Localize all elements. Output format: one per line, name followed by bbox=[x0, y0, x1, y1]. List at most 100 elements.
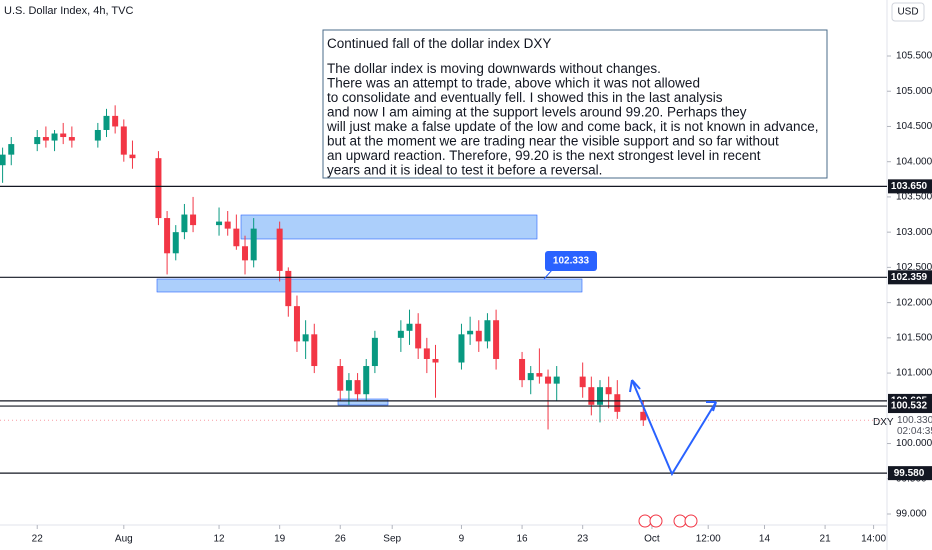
candle-body bbox=[467, 330, 474, 335]
x-tick-label: 16 bbox=[517, 534, 529, 545]
y-tick-label: 104.000 bbox=[896, 156, 932, 167]
candle-body bbox=[285, 270, 292, 307]
annotation-line: years and it is ideal to test it before … bbox=[327, 163, 602, 178]
event-icon bbox=[638, 514, 652, 528]
x-tick-label: 12 bbox=[213, 534, 225, 545]
candle-body bbox=[519, 358, 526, 381]
annotation-title: Continued fall of the dollar index DXY bbox=[327, 36, 551, 51]
candle-body bbox=[493, 320, 500, 359]
candle-body bbox=[536, 373, 543, 377]
candle-body bbox=[432, 358, 439, 363]
y-tick-label: 104.500 bbox=[896, 121, 932, 132]
candle-body bbox=[475, 330, 482, 342]
x-tick-label: 9 bbox=[459, 534, 465, 545]
level-label-box bbox=[888, 270, 932, 285]
candle-body bbox=[34, 137, 41, 145]
level-label-box bbox=[888, 466, 932, 481]
candle-body bbox=[423, 348, 430, 359]
candle-body bbox=[60, 133, 67, 138]
y-tick-label: 101.000 bbox=[896, 368, 932, 379]
candle-body bbox=[345, 380, 352, 391]
support-zone bbox=[156, 278, 583, 293]
candle-body bbox=[94, 129, 101, 141]
x-tick-label: Sep bbox=[383, 534, 401, 545]
x-tick-label: Aug bbox=[115, 534, 133, 545]
x-tick-label: 14 bbox=[759, 534, 771, 545]
level-label: 102.359 bbox=[891, 272, 928, 283]
y-tick-label: 105.000 bbox=[896, 86, 932, 97]
projection-arrow bbox=[631, 379, 717, 477]
y-tick-label: 102.500 bbox=[896, 262, 932, 273]
y-tick-label: 103.000 bbox=[896, 227, 932, 238]
last-price-label: 100.330 bbox=[897, 415, 932, 426]
annotation-line: but at the moment we are trading near th… bbox=[327, 134, 779, 149]
annotation-line: will just make a false update of the low… bbox=[326, 119, 819, 134]
candle-body bbox=[484, 320, 491, 342]
candle-body bbox=[155, 158, 162, 219]
x-tick-label: 19 bbox=[274, 534, 286, 545]
currency-box bbox=[891, 2, 925, 22]
candle-body bbox=[190, 214, 197, 226]
event-icon bbox=[649, 514, 663, 528]
chart-title: U.S. Dollar Index, 4h, TVC bbox=[4, 5, 133, 17]
candle-body bbox=[605, 387, 612, 395]
y-tick-label: 99.000 bbox=[896, 509, 927, 520]
y-tick-label: 100.000 bbox=[896, 438, 932, 449]
annotation-box bbox=[322, 29, 828, 179]
callout-pointer bbox=[543, 269, 553, 280]
x-tick-label: 21 bbox=[820, 534, 832, 545]
countdown-label: 02:04:35 bbox=[897, 426, 932, 437]
annotation-line: The dollar index is moving downwards wit… bbox=[327, 61, 661, 76]
event-icon bbox=[673, 514, 687, 528]
candle-body bbox=[545, 376, 552, 384]
candle-body bbox=[397, 330, 404, 338]
level-label: 100.532 bbox=[891, 401, 928, 412]
callout-label: 102.333 bbox=[553, 256, 590, 267]
candle-body bbox=[51, 133, 58, 141]
candle-body bbox=[363, 366, 370, 395]
callout-box bbox=[545, 251, 597, 271]
annotation-line: and now I am aiming at the support level… bbox=[327, 105, 747, 120]
candle-body bbox=[302, 334, 309, 342]
currency: USD bbox=[897, 7, 918, 18]
candle-body bbox=[553, 376, 560, 384]
candle-body bbox=[164, 218, 171, 254]
x-tick-label: 23 bbox=[577, 534, 589, 545]
candle-body bbox=[129, 154, 136, 159]
candle-body bbox=[354, 380, 361, 395]
candle-body bbox=[242, 246, 249, 261]
y-tick-label: 105.500 bbox=[896, 51, 932, 62]
candle-body bbox=[458, 334, 465, 363]
candle-body bbox=[68, 137, 75, 141]
x-tick-label: Oct bbox=[644, 534, 660, 545]
arrow-head bbox=[629, 379, 717, 412]
candle-body bbox=[120, 126, 127, 155]
candle-body bbox=[250, 228, 257, 261]
candle-body bbox=[640, 411, 647, 421]
candle-body bbox=[415, 323, 422, 349]
annotation-line: an upward reaction. Therefore, 99.20 is … bbox=[327, 148, 761, 163]
x-tick-label: 26 bbox=[335, 534, 347, 545]
candle-body bbox=[233, 228, 240, 247]
symbol-label: DXY bbox=[873, 417, 894, 428]
candle-body bbox=[112, 115, 119, 127]
candle-body bbox=[42, 137, 49, 141]
level-label-box bbox=[888, 399, 932, 414]
level-label-box bbox=[888, 179, 932, 194]
level-label: 99.580 bbox=[894, 468, 925, 479]
candle-body bbox=[337, 366, 344, 391]
annotation-line: There was an attempt to trade, above whi… bbox=[327, 76, 700, 91]
candle-body bbox=[216, 221, 223, 226]
candle-body bbox=[103, 115, 110, 130]
x-tick-label: 22 bbox=[32, 534, 44, 545]
candle-body bbox=[181, 214, 188, 233]
candle-body bbox=[224, 221, 231, 229]
candle-body bbox=[172, 232, 179, 254]
y-tick-label: 102.000 bbox=[896, 297, 932, 308]
candle-body bbox=[596, 387, 603, 405]
event-icon bbox=[684, 514, 698, 528]
y-tick-label: 103.500 bbox=[896, 192, 932, 203]
candle-body bbox=[614, 394, 621, 412]
x-tick-label: 14:00 bbox=[861, 534, 886, 545]
